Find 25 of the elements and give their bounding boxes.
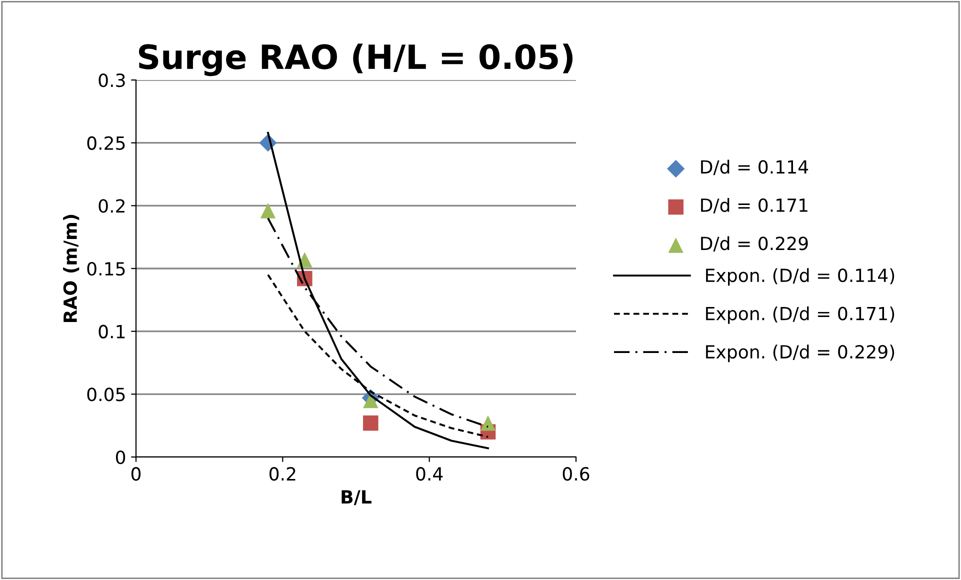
x-tick-label: 0.2 — [270, 467, 296, 481]
legend-label: Expon. (D/d = 0.114) — [706, 268, 894, 286]
y-tick-label: 0.3 — [98, 73, 125, 88]
legend-label: D/d = 0.114 — [701, 160, 808, 176]
legend-label: Expon. (D/d = 0.229) — [706, 344, 894, 362]
point — [480, 415, 496, 431]
legend-label: D/d = 0.229 — [701, 236, 808, 252]
y-tick-label: 0.2 — [98, 199, 124, 213]
chart-title: Surge RAO (H/L = 0.05) — [138, 44, 573, 76]
x-tick-label: 0.4 — [416, 467, 443, 481]
x-tick-label: 0 — [131, 467, 141, 481]
legend-label: Expon. (D/d = 0.171) — [706, 306, 894, 324]
x-tick-label: 0.6 — [562, 467, 590, 481]
point — [260, 203, 276, 218]
point — [363, 392, 378, 408]
x-axis-title: B/L — [342, 490, 372, 506]
legend-label: D/d = 0.171 — [701, 198, 808, 214]
y-tick-label: 0.25 — [87, 136, 125, 150]
line-series — [267, 132, 489, 450]
y-tick-label: 0.05 — [87, 388, 125, 402]
y-tick-label: 0.1 — [98, 324, 125, 338]
y-tick-label: 0 — [116, 450, 126, 464]
point — [363, 415, 378, 431]
y-axis-title: RAO (m/m) — [63, 214, 80, 322]
y-tick-label: 0.15 — [87, 262, 125, 276]
